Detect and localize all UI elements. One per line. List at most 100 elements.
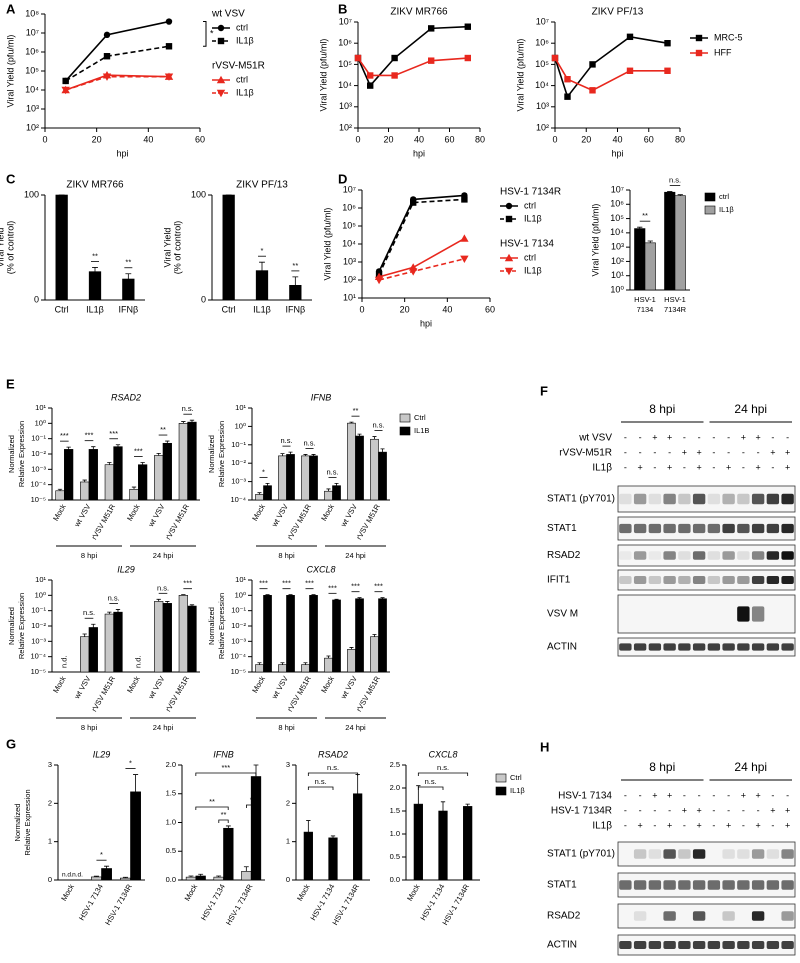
condition-sign: - xyxy=(653,805,656,815)
bar xyxy=(332,599,341,673)
blot-band xyxy=(633,523,647,534)
condition-sign: - xyxy=(742,820,745,830)
significance-label: n.s. xyxy=(669,176,681,185)
significance-label: *** xyxy=(374,582,383,591)
bar xyxy=(328,837,338,881)
y-tick-label: 10⁻⁴ xyxy=(230,495,246,504)
x-axis-label: hpi xyxy=(116,148,128,158)
blot-band xyxy=(707,523,721,534)
blot-band xyxy=(781,643,794,651)
x-tick-label: 40 xyxy=(414,134,424,144)
condition-sign: + xyxy=(682,447,687,457)
significance-label: ** xyxy=(221,810,227,819)
blot-box xyxy=(617,569,796,591)
x-tick-label: 20 xyxy=(400,304,410,314)
legend-label: IL1β xyxy=(719,205,734,214)
error-bar xyxy=(380,448,385,453)
legend-group-title: HSV-1 7134 xyxy=(500,239,554,250)
bar xyxy=(324,490,333,501)
blot-band xyxy=(648,551,662,560)
y-tick-label: 0.5 xyxy=(390,852,400,861)
legend-label: ctrl xyxy=(236,22,248,32)
blot-band xyxy=(766,493,780,505)
y-tick-label: 10⁻³ xyxy=(231,477,246,486)
legend-marker xyxy=(505,215,513,223)
error-bar xyxy=(465,803,470,807)
blot-band xyxy=(663,941,676,949)
y-axis-label: Viral Yield (pfu/ml) xyxy=(515,39,525,112)
data-point xyxy=(62,77,69,85)
blot-box xyxy=(617,934,796,956)
y-tick-label: 10⁵ xyxy=(338,59,352,69)
x-tick-label: 7134 xyxy=(637,305,654,314)
chart-title: RSAD2 xyxy=(111,392,141,402)
bar xyxy=(378,598,387,673)
y-axis-label: Normalized xyxy=(207,607,216,645)
bar xyxy=(664,191,676,291)
bar xyxy=(634,228,646,291)
y-tick-label: 10⁰ xyxy=(35,418,46,427)
data-point xyxy=(165,18,173,25)
group-label: 24 hpi xyxy=(345,551,366,560)
bar xyxy=(88,627,98,673)
data-point xyxy=(564,93,571,100)
panel-letter: G xyxy=(6,736,16,751)
protein-label: STAT1 xyxy=(547,523,577,534)
x-tick-label: HSV-1 7134R xyxy=(224,882,255,927)
data-point xyxy=(367,82,374,89)
blot-box xyxy=(617,637,796,657)
error-bar xyxy=(292,276,299,286)
y-tick-label: 10² xyxy=(536,122,549,132)
bar xyxy=(309,595,318,673)
error-bar xyxy=(92,267,98,272)
blot-band xyxy=(751,551,765,560)
data-point xyxy=(460,255,469,264)
x-tick-label: wt VSV xyxy=(269,502,290,529)
data-point xyxy=(391,54,398,62)
panel-letter: F xyxy=(540,383,548,398)
error-bar xyxy=(303,662,308,665)
legend-marker xyxy=(504,253,514,262)
error-bar xyxy=(82,633,87,637)
blot-band xyxy=(648,880,662,890)
x-axis-label: hpi xyxy=(611,148,623,158)
bar xyxy=(88,271,102,301)
y-tick-label: 10⁻² xyxy=(231,458,246,467)
series-line xyxy=(554,57,668,92)
error-bar xyxy=(265,594,270,596)
x-tick-label: IL1β xyxy=(86,304,104,314)
blot-band xyxy=(766,941,780,949)
data-point xyxy=(564,76,571,83)
nd-label: n.d. xyxy=(62,872,73,879)
significance-label: * xyxy=(250,795,253,804)
condition-label: HSV-1 7134R xyxy=(551,806,612,817)
blot-band xyxy=(781,523,794,534)
legend-label: IL1B xyxy=(414,426,429,435)
blot-band xyxy=(678,551,691,560)
significance-bracket xyxy=(417,786,444,790)
x-tick-label: wt VSV xyxy=(72,502,93,529)
condition-label: IL1β xyxy=(592,821,612,832)
y-tick-label: 10⁵ xyxy=(610,213,624,223)
condition-sign: - xyxy=(639,447,642,457)
error-bar xyxy=(93,875,99,877)
blot-band xyxy=(678,941,691,949)
x-axis-label: hpi xyxy=(413,148,425,158)
bar xyxy=(355,435,364,501)
blot-band xyxy=(766,523,780,534)
condition-sign: - xyxy=(698,432,701,442)
blot-box xyxy=(617,872,796,898)
blot-band xyxy=(648,576,662,584)
x-tick-label: 0 xyxy=(552,134,557,144)
blot-band xyxy=(737,606,750,622)
bar xyxy=(195,875,206,881)
blot-band xyxy=(663,880,676,890)
data-point xyxy=(61,86,70,95)
condition-sign: - xyxy=(742,447,745,457)
x-tick-label: Mock xyxy=(125,502,142,522)
data-point xyxy=(367,72,374,79)
error-bar xyxy=(372,436,377,440)
error-bar xyxy=(326,488,331,492)
data-point xyxy=(626,67,634,74)
error-bar xyxy=(188,875,194,878)
